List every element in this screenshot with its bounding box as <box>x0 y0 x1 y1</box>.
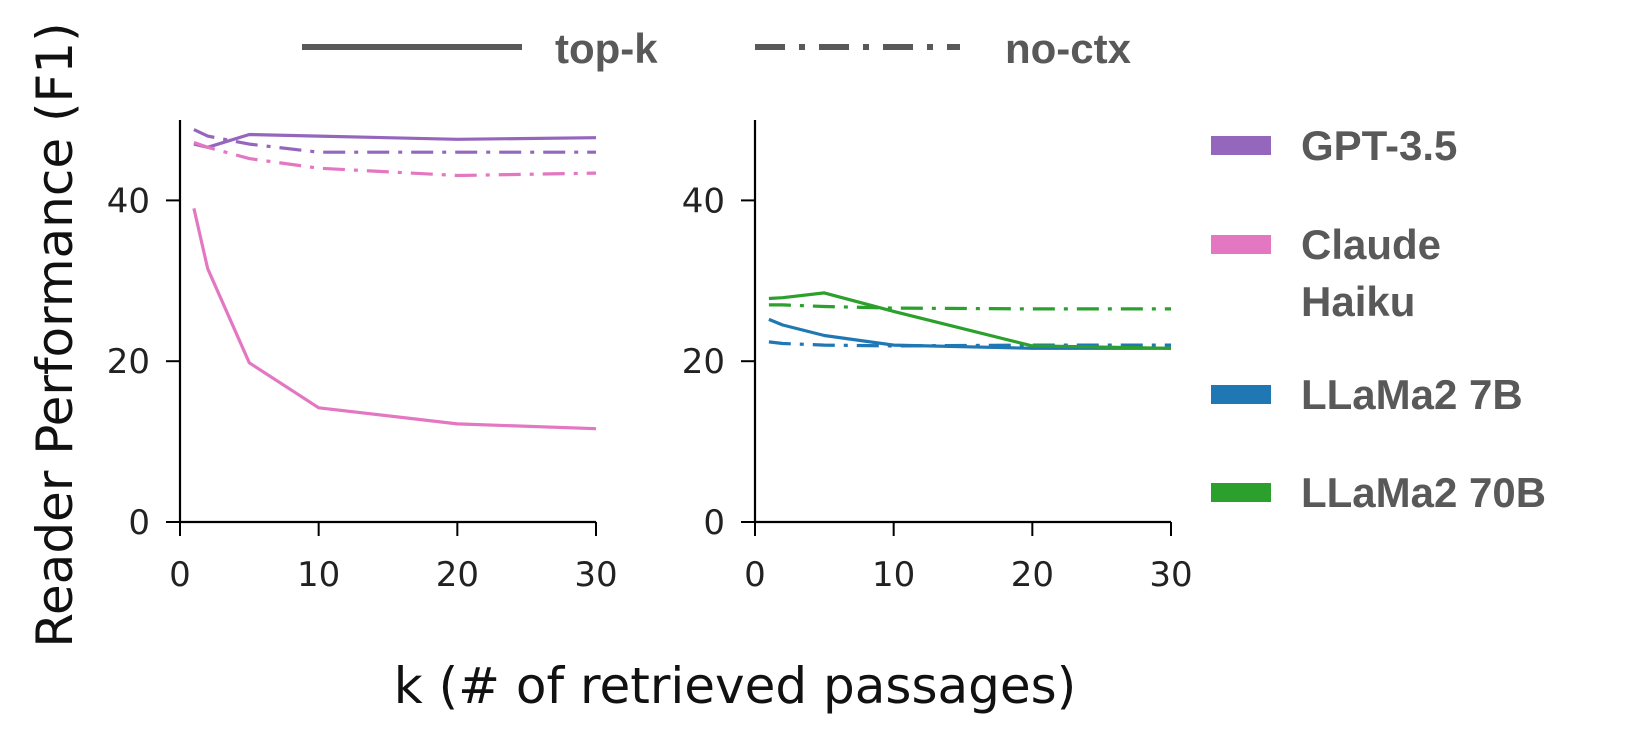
legend-label-claude-haiku: Claude <box>1301 221 1441 268</box>
x-tick-label: 10 <box>872 555 915 595</box>
x-tick-label: 20 <box>436 555 479 595</box>
y-tick-label: 20 <box>682 342 725 382</box>
y-tick-label: 0 <box>703 503 725 543</box>
series-line-claude-haiku-no-ctx <box>193 140 597 178</box>
x-tick-label: 30 <box>574 555 617 595</box>
x-tick-label: 0 <box>169 555 191 595</box>
y-tick-label: 20 <box>107 342 150 382</box>
series-line-llama2-70b-top-k <box>768 291 1172 350</box>
y-axis-label: Reader Performance (F1) <box>26 22 84 647</box>
legend-label-no-ctx: no-ctx <box>1005 25 1132 72</box>
y-tick-label: 0 <box>128 503 150 543</box>
chart-panel-right: 0 10 20 30 0 20 40 <box>682 120 1193 595</box>
series-line-llama2-7b-top-k <box>768 317 1171 350</box>
series-line-claude-haiku-top-k <box>192 208 597 431</box>
legend-swatch-gpt-3-5 <box>1211 136 1271 155</box>
legend-label-top-k: top-k <box>555 25 658 72</box>
x-tick-label: 20 <box>1011 555 1054 595</box>
series-line-llama2-70b-no-ctx <box>768 303 1171 311</box>
legend-swatch-llama2-70b <box>1211 483 1271 502</box>
x-tick-label: 0 <box>744 555 766 595</box>
x-tick-label: 30 <box>1149 555 1192 595</box>
style-legend: top-k no-ctx <box>302 25 1132 72</box>
legend-swatch-llama2-7b <box>1211 385 1271 404</box>
chart-panel-left: 0 10 20 30 0 20 40 <box>107 120 618 595</box>
series-line-gpt-3-5-no-ctx <box>193 128 596 154</box>
x-tick-label: 10 <box>297 555 340 595</box>
legend-label-llama2-7b: LLaMa2 7B <box>1301 371 1523 418</box>
model-legend: GPT-3.5 Claude Haiku LLaMa2 7B LLaMa2 70B <box>1211 122 1546 516</box>
y-tick-label: 40 <box>107 181 150 221</box>
legend-label-claude-haiku: Haiku <box>1301 278 1415 325</box>
legend-label-gpt-3-5: GPT-3.5 <box>1301 122 1457 169</box>
legend-swatch-claude-haiku <box>1211 235 1271 254</box>
series-line-llama2-7b-no-ctx <box>768 340 1171 348</box>
y-tick-label: 40 <box>682 181 725 221</box>
legend-label-llama2-70b: LLaMa2 70B <box>1301 469 1546 516</box>
x-axis-label: k (# of retrieved passages) <box>394 657 1076 715</box>
